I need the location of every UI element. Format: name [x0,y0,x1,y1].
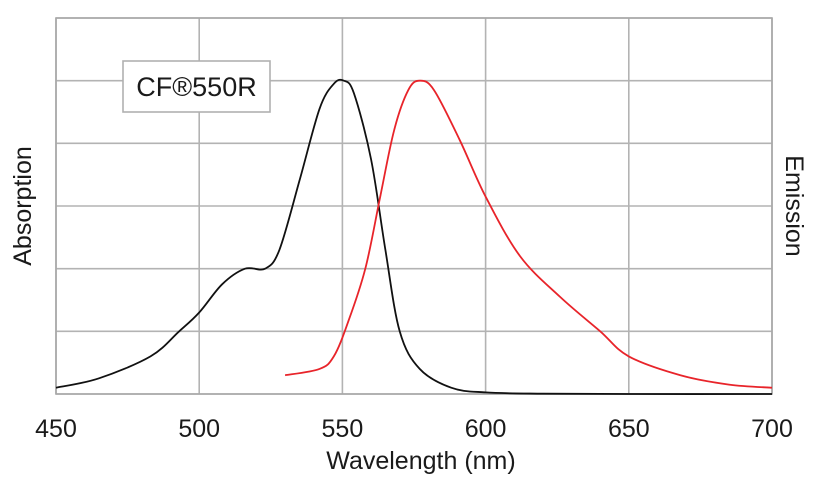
y-axis-title-right: Emission [780,155,808,256]
plot-frame [55,17,773,395]
x-tick-label: 500 [178,415,220,443]
series-line-absorption [55,78,773,395]
x-tick-label: 450 [35,415,77,443]
series-layer [55,78,773,395]
x-tick-labels: 450 500 550 600 650 700 [35,415,793,443]
y-axis-title-left: Absorption [9,146,37,266]
x-tick-label: 650 [608,415,650,443]
annotation-frame [122,60,271,113]
series-line-emission [284,79,773,389]
x-tick-label: 550 [322,415,364,443]
x-tick-label: 700 [751,415,793,443]
annotation-label: CF®550R [136,72,256,102]
annotation-box: CF®550R [122,60,271,113]
x-axis-title: Wavelength (nm) [326,447,515,475]
x-tick-label: 600 [465,415,507,443]
